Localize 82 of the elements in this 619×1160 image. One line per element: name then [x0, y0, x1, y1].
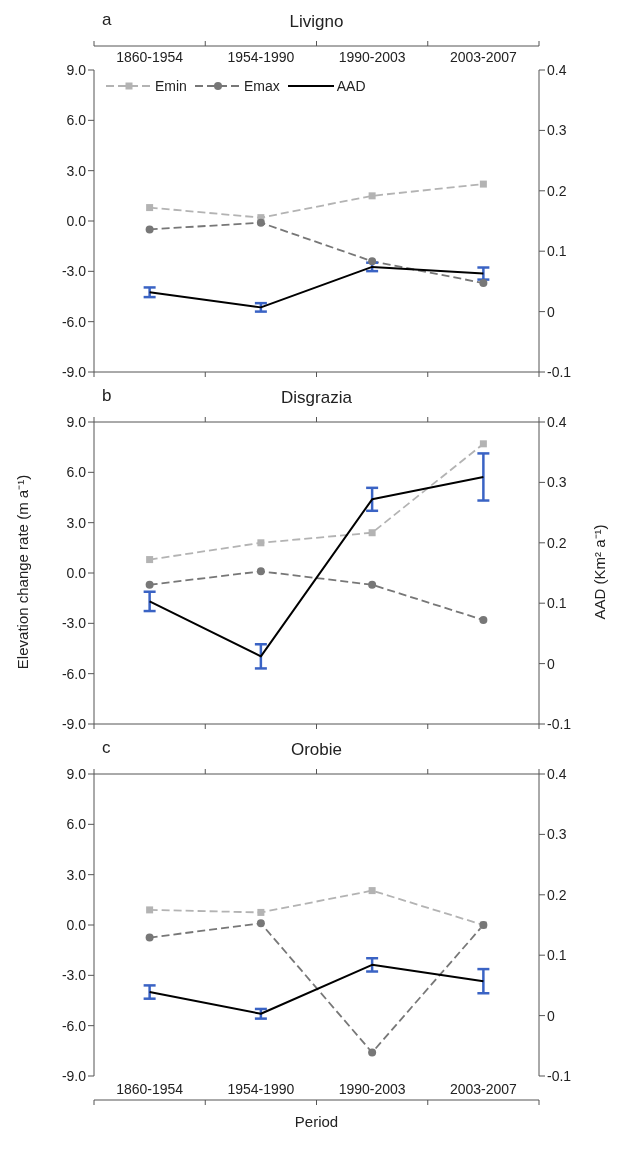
- y-tick-label: 3.0: [66, 866, 87, 883]
- y2-tick-label: -0.1: [547, 1067, 572, 1084]
- x-tick-label: 2003-2007: [449, 49, 518, 65]
- point: [146, 204, 154, 212]
- y2-tick-label: 0.3: [547, 826, 567, 843]
- y-tick-label: -6.0: [61, 313, 87, 330]
- y2-tick-label: 0: [547, 1007, 555, 1024]
- y2-tick-label: -0.1: [547, 715, 572, 732]
- point: [368, 257, 377, 266]
- y-tick-label: -3.0: [61, 967, 87, 984]
- y2-tick-label: 0.4: [547, 61, 567, 78]
- point: [145, 933, 154, 942]
- point: [146, 906, 154, 914]
- y2-tick-label: 0.2: [547, 534, 567, 551]
- x-tick-label: 1860-1954: [116, 49, 184, 65]
- point: [368, 192, 376, 200]
- x-tick-label: 1860-1954: [116, 1080, 184, 1097]
- y-tick-label: 6.0: [66, 816, 87, 833]
- y2-tick-label: 0.3: [547, 474, 567, 491]
- x-tick-label: 2003-2007: [449, 1080, 518, 1097]
- text: c: [102, 738, 111, 758]
- y-tick-label: 0.0: [66, 212, 87, 229]
- y2-tick-label: 0: [547, 655, 555, 672]
- y-tick-label: 0.0: [66, 916, 87, 933]
- x-tick-label: 1954-1990: [227, 1080, 295, 1097]
- line-series: [148, 475, 485, 658]
- y-tick-label: -6.0: [61, 1017, 87, 1034]
- point: [368, 529, 376, 537]
- point: [257, 908, 265, 916]
- chart-title: Livigno: [289, 12, 344, 31]
- y-tick-label: 0.0: [66, 564, 87, 581]
- text: b: [102, 386, 112, 406]
- point: [368, 887, 376, 895]
- y2-tick-label: 0.4: [547, 765, 567, 782]
- y-tick-label: -3.0: [61, 615, 87, 632]
- point: [368, 1048, 377, 1057]
- point: [479, 279, 488, 288]
- legend-label: AAD: [336, 78, 366, 94]
- y-tick-label: 3.0: [66, 514, 87, 531]
- x-tick-label: 1954-1990: [227, 49, 295, 65]
- point: [145, 580, 154, 589]
- point: [479, 440, 487, 448]
- y-tick-label: 9.0: [66, 413, 87, 430]
- point: [479, 615, 488, 624]
- point: [479, 180, 487, 188]
- y-tick-label: -9.0: [61, 1067, 87, 1084]
- y2-axis-title: AAD (Km² a⁻¹): [590, 524, 609, 620]
- y-tick-label: -9.0: [61, 715, 87, 732]
- point: [256, 567, 265, 576]
- y-tick-label: 3.0: [66, 162, 87, 179]
- y-axis-title: Elevation change rate (m a⁻¹): [13, 474, 32, 670]
- point: [368, 580, 377, 589]
- chart-title: Disgrazia: [281, 388, 352, 407]
- point: [257, 539, 265, 547]
- y2-tick-label: 0.4: [547, 413, 567, 430]
- y-tick-label: 9.0: [66, 61, 87, 78]
- legend-label: Emax: [243, 78, 280, 94]
- y2-tick-label: -0.1: [547, 363, 572, 380]
- point: [256, 919, 265, 928]
- point: [256, 218, 265, 227]
- legend-label: Emin: [155, 78, 187, 94]
- line-series: [148, 963, 485, 1015]
- y2-tick-label: 0.2: [547, 182, 567, 199]
- y2-tick-label: 0.2: [547, 886, 567, 903]
- y-tick-label: -6.0: [61, 665, 87, 682]
- text: a: [102, 10, 112, 30]
- point: [145, 225, 154, 234]
- x-axis-title: Period: [293, 1113, 340, 1130]
- y2-tick-label: 0: [547, 303, 555, 320]
- point: [146, 556, 154, 564]
- y-tick-label: -3.0: [61, 263, 87, 280]
- y2-tick-label: 0.1: [547, 595, 567, 612]
- y-tick-label: -9.0: [61, 363, 87, 380]
- chart-title: Orobie: [290, 740, 343, 759]
- y-tick-label: 9.0: [66, 765, 87, 782]
- y-tick-label: 6.0: [66, 464, 87, 481]
- y-tick-label: 6.0: [66, 112, 87, 129]
- y2-tick-label: 0.3: [547, 122, 567, 139]
- y2-tick-label: 0.1: [547, 243, 567, 260]
- y2-tick-label: 0.1: [547, 947, 567, 964]
- x-tick-label: 1990-2003: [338, 1080, 406, 1097]
- x-tick-label: 1990-2003: [338, 49, 406, 65]
